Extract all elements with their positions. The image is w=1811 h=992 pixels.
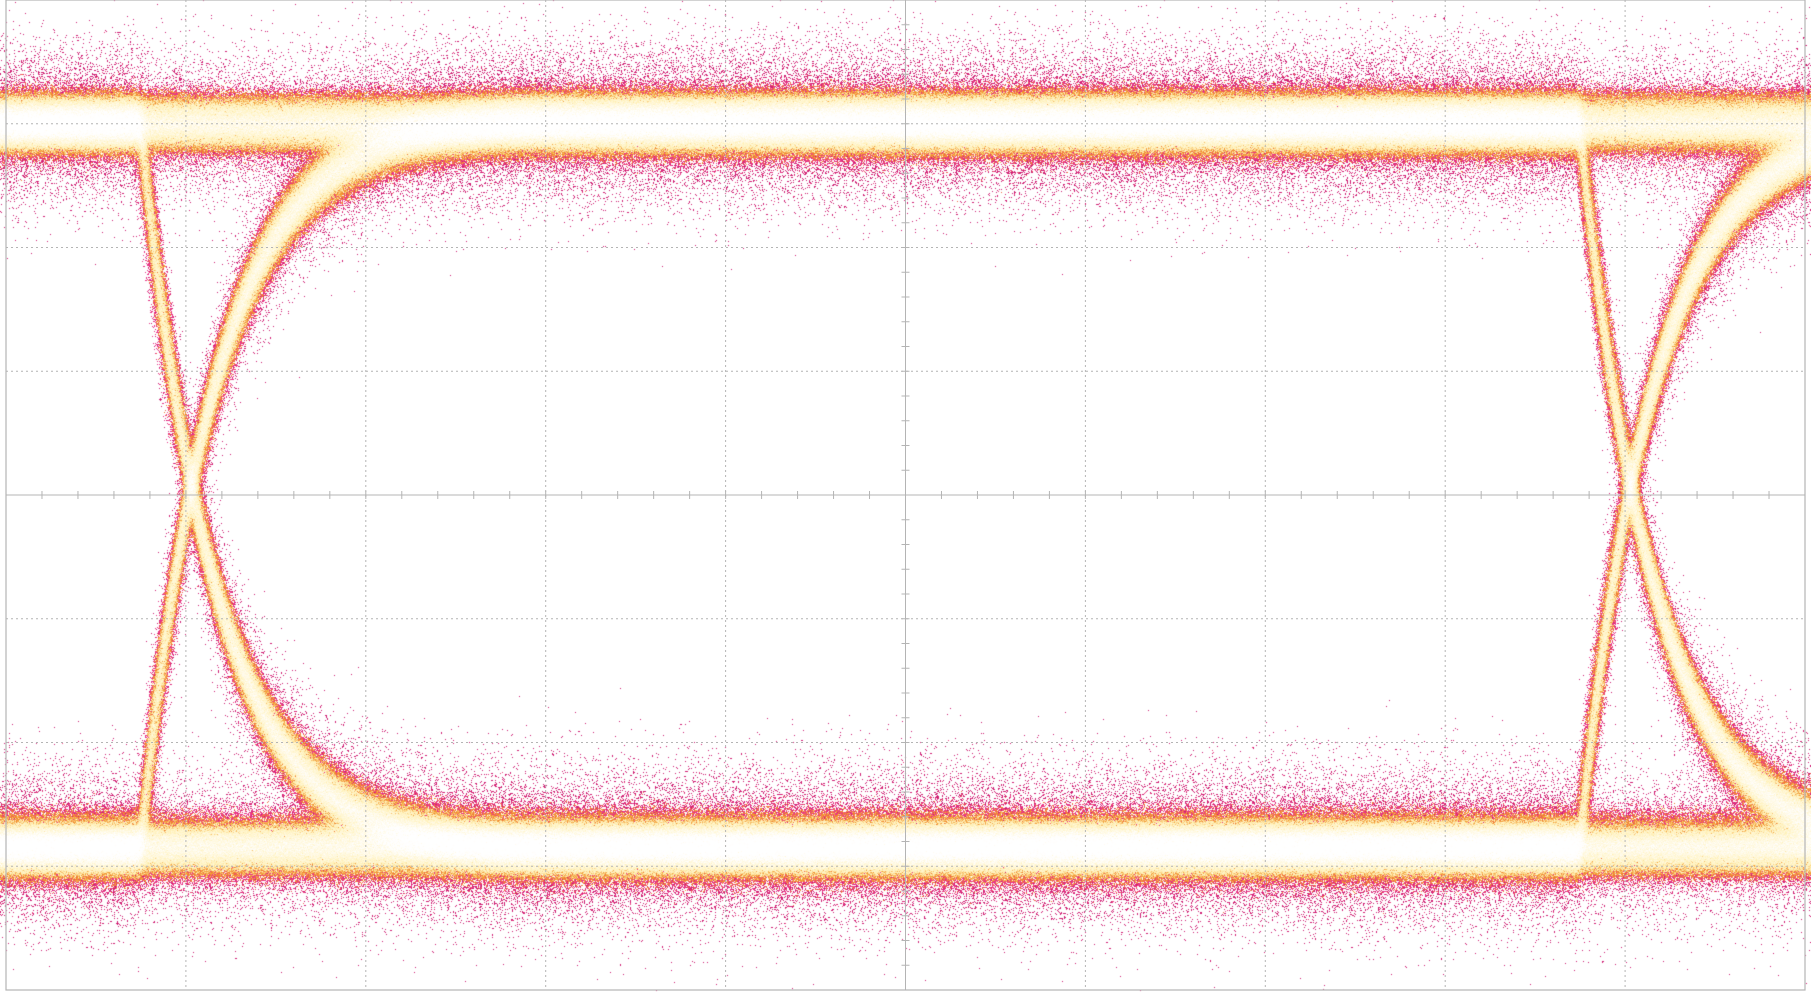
eye-diagram-canvas	[0, 0, 1811, 992]
eye-diagram-plot	[0, 0, 1811, 992]
